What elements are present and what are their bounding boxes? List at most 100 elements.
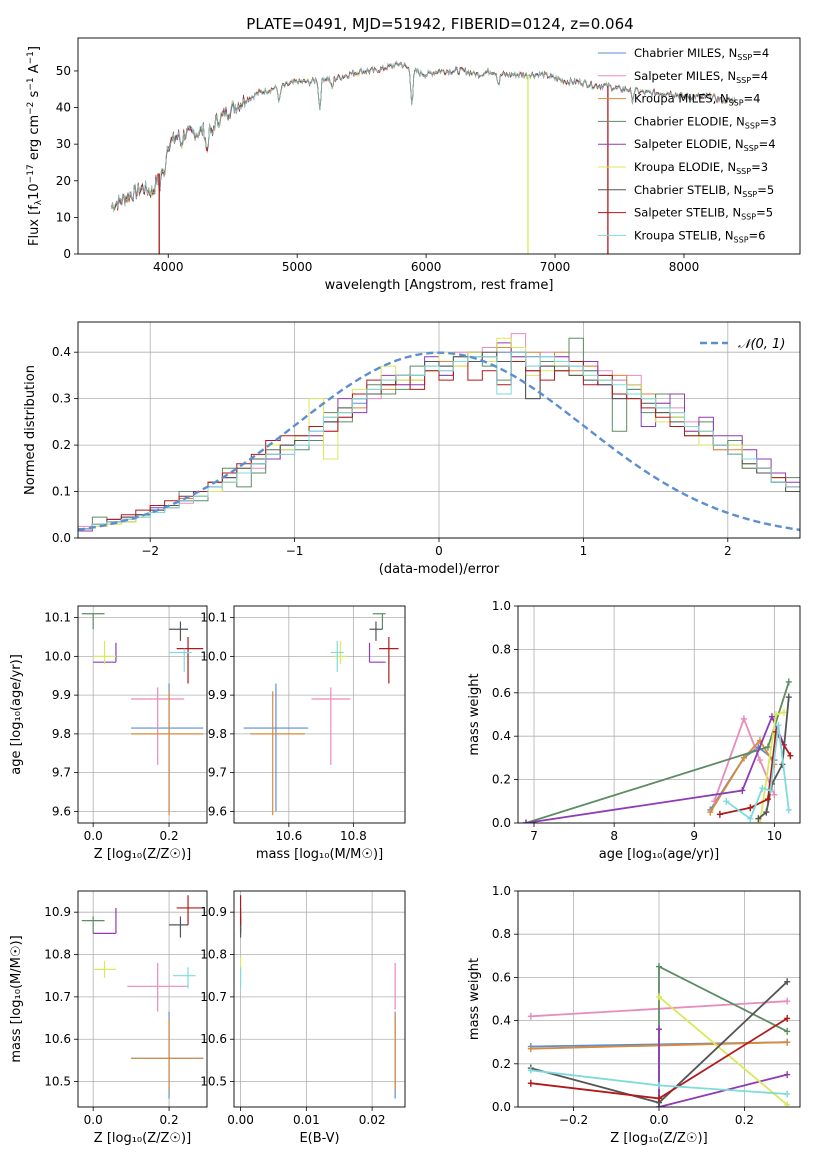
legend-name: Kroupa STELIB, N [634, 228, 734, 242]
x-tick-label: 0.01 [293, 1113, 320, 1127]
panel-residuals: −2 −1 0 1 2 0.0 0.1 0.2 0.3 0.4 (data-model)/error… [23, 321, 801, 577]
y-tick-label: 0.0 [52, 531, 71, 545]
x-tick-label: 0.0 [84, 1113, 103, 1127]
x-tick-label: −1 [286, 544, 304, 558]
plot-area-age-vs-mass [243, 613, 399, 816]
legend-sub: SSP [736, 76, 751, 85]
x-axis-label: Z [log₁₀(Z/Z☉)] [94, 1131, 191, 1146]
axes-frame [517, 605, 801, 824]
legend-label: 𝒩(0, 1) [738, 337, 785, 352]
legend-label: Kroupa MILES, NSSP=4 [634, 92, 760, 108]
y-tick-label: 0.4 [492, 1014, 511, 1028]
legend-name: Chabrier ELODIE, N [634, 114, 745, 128]
y-tick-label: 0.2 [492, 773, 511, 787]
x-tick-label: 0.2 [735, 1113, 754, 1127]
y-axis-label-part: −17 [26, 164, 36, 183]
x-tick-label: 0.02 [359, 1113, 386, 1127]
weight-line [525, 681, 790, 823]
legend-sub: SSP [741, 213, 756, 222]
legend-name: Kroupa MILES, N [634, 92, 729, 106]
legend-label: Salpeter STELIB, NSSP=5 [634, 206, 773, 222]
legend-label: Salpeter MILES, NSSP=4 [634, 69, 768, 85]
legend-value: =4 [751, 69, 768, 83]
weight-line [725, 725, 790, 821]
legend-sub: SSP [745, 121, 760, 130]
y-tick-label: 0.1 [52, 485, 71, 499]
y-tick-label: 10.6 [200, 1032, 227, 1046]
y-axis-label-part: s [27, 90, 42, 101]
x-tick-label: 0.0 [84, 829, 103, 843]
x-tick-label: 5000 [282, 260, 313, 274]
x-tick-label: 8000 [669, 260, 700, 274]
y-axis-label: age [log₁₀(age/yr)] [9, 654, 24, 775]
legend-value: =5 [756, 206, 773, 220]
plot-area-weight-vs-Z [527, 963, 791, 1107]
y-tick-label: 0.6 [492, 970, 511, 984]
y-tick-label: 10.8 [44, 948, 71, 962]
axes-frame [233, 890, 406, 1108]
y-axis-label: mass weight [467, 958, 482, 1040]
x-axis-label: E(B-V) [299, 1131, 339, 1146]
x-tick-label: 7000 [540, 260, 571, 274]
weight-line [658, 996, 788, 1106]
y-tick-label: 10.0 [44, 649, 71, 663]
plot-area-mass-vs-EBV [239, 895, 396, 1099]
legend-name: Chabrier MILES, N [634, 46, 737, 60]
y-tick-label: 0.3 [52, 392, 71, 406]
y-axis-label-part: erg cm [27, 115, 42, 164]
x-tick-label: 8 [610, 829, 618, 843]
legend-label: Chabrier MILES, NSSP=4 [634, 46, 769, 62]
y-axis-label-part: A [27, 64, 42, 77]
plot-area-residuals [78, 333, 800, 538]
x-tick-label: 1 [580, 544, 588, 558]
x-axis-label: (data-model)/error [379, 562, 500, 577]
legend-sub: SSP [729, 99, 744, 108]
normal-curve [78, 351, 800, 532]
y-tick-label: 10.6 [44, 1032, 71, 1046]
y-tick-label: 9.6 [52, 804, 71, 818]
x-axis-label: age [log₁₀(age/yr)] [599, 847, 720, 862]
y-tick-label: 1.0 [492, 884, 511, 898]
y-tick-label: 9.8 [52, 727, 71, 741]
y-tick-label: 0 [63, 247, 71, 261]
y-axis-label: Normed distribution [23, 365, 38, 495]
y-tick-label: 10.7 [200, 990, 227, 1004]
y-tick-label: 10.1 [44, 611, 71, 625]
x-axis-label: Z [log₁₀(Z/Z☉)] [610, 1131, 707, 1146]
legend-value: =4 [759, 137, 776, 151]
legend-value: =3 [760, 114, 777, 128]
y-tick-label: 10.5 [200, 1075, 227, 1089]
y-tick-label: 40 [56, 101, 71, 115]
y-axis-label: Flux [fλ10−17 erg cm−2 s−1 A−1] [26, 46, 44, 246]
legend-value: =4 [752, 46, 769, 60]
x-tick-label: −2 [141, 544, 159, 558]
y-tick-label: 1.0 [492, 599, 511, 613]
y-axis-label-part: −1 [26, 77, 36, 90]
x-tick-label: 4000 [153, 260, 184, 274]
y-tick-label: 10.5 [44, 1075, 71, 1089]
legend-label: Kroupa ELODIE, NSSP=3 [634, 160, 768, 176]
x-tick-label: 0.0 [649, 1113, 668, 1127]
axes-frame [77, 37, 801, 255]
y-tick-label: 0.2 [492, 1057, 511, 1071]
y-axis-label: mass weight [467, 673, 482, 755]
legend-name: Chabrier STELIB, N [634, 183, 742, 197]
plot-area-weight-vs-age [523, 678, 794, 823]
y-tick-label: 10.1 [200, 611, 227, 625]
x-tick-label: −0.2 [559, 1113, 588, 1127]
legend-sub: SSP [742, 190, 757, 199]
x-tick-label: 0.2 [160, 829, 179, 843]
panel-weight-vs-Z: −0.2 0.0 0.2 0.0 0.2 0.4 0.6 0.8 1.0 Z [log₁₀(Z/Z… [467, 884, 801, 1146]
y-tick-label: 0.0 [492, 1100, 511, 1114]
x-tick-label: 6000 [411, 260, 442, 274]
y-tick-label: 50 [56, 64, 71, 78]
y-axis-label-part: −1 [26, 51, 36, 64]
y-tick-label: 0.6 [492, 686, 511, 700]
axes-frame [77, 890, 208, 1108]
x-tick-label: 10.6 [275, 829, 302, 843]
x-axis-label: wavelength [Angstrom, rest frame] [325, 278, 554, 293]
panel-spectrum: 4000 5000 6000 7000 8000 0 10 20 30 40 50 wavelengt… [26, 37, 801, 293]
histogram-series [78, 351, 800, 538]
panel-mass-vs-EBV: 0.00 0.01 0.02 10.5 10.6 10.7 10.8 10.9 E(B-V) [200, 890, 406, 1146]
panel-age-vs-Z: 0.0 0.2 9.6 9.7 9.8 9.9 10.0 10.1 Z [log₁₀(Z/Z☉)… [9, 605, 208, 862]
